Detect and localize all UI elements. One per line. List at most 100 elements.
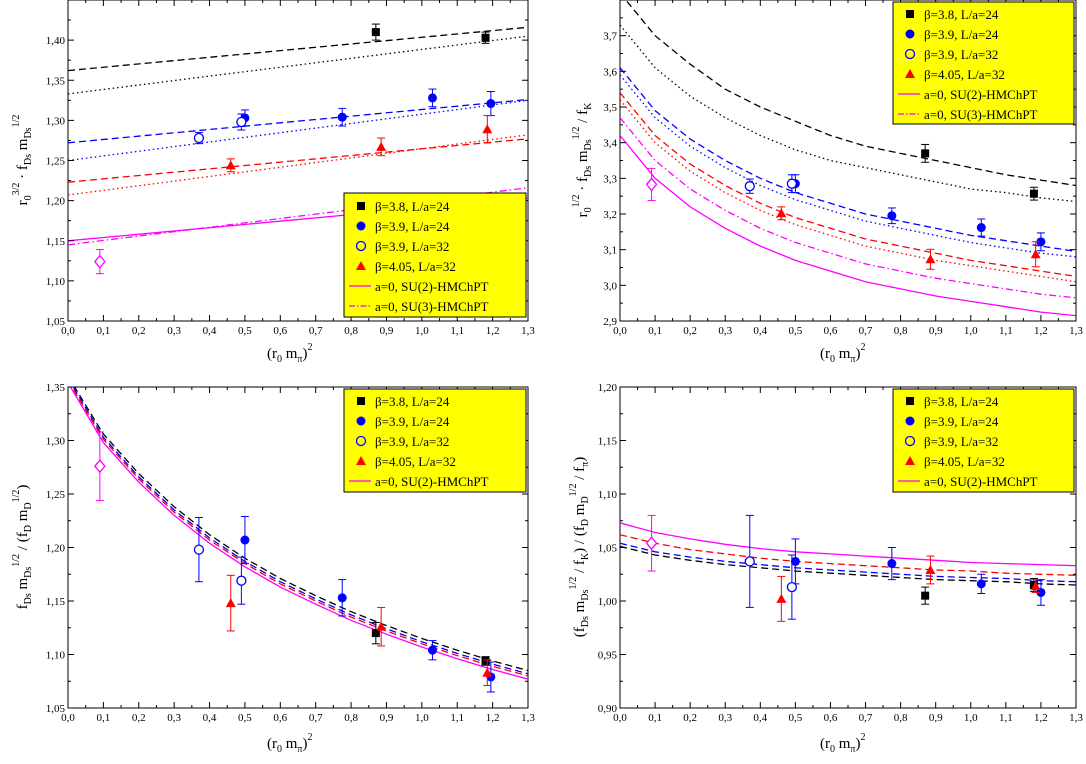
y-tick-label: 1,10 [598,489,618,501]
fit-curve-dotted [620,99,1076,283]
data-point-open-circle [786,581,798,593]
data-point-triangle [925,564,936,574]
legend-entry: β=4.05, L/a=32 [924,67,1005,82]
panel-3: 0,0 0,1 0,2 0,3 0,4 0,5 0,6 0,7 0,8 0,9 1,0 1,1 1,2 1… [11,382,535,755]
x-tick-label: 0,4 [203,712,217,724]
legend-marker-square [357,397,365,405]
x-tick-label: 0,3 [718,325,732,337]
y-axis-label: r01/2 · fDs mDs1/2 / fK [571,102,594,217]
y-tick-label: 3,7 [603,31,617,43]
svg-text:(r0 mπ)2: (r0 mπ)2 [820,732,865,755]
data-point-diamond [645,177,658,192]
data-point-open-circle [193,132,205,144]
fit-curve-dashed [620,534,1076,576]
x-tick-label: 0,1 [97,325,111,337]
x-tick-label: 0,3 [167,325,181,337]
legend-entry: β=3.9, L/a=24 [375,219,450,234]
legend-marker-square [906,397,914,405]
fit-curve-dotted [68,134,528,196]
fit-curve-dashed [68,98,528,144]
y-tick-label: 1,35 [46,75,66,87]
y-tick-label: 1,30 [46,115,66,127]
x-tick-label: 0,2 [132,712,146,724]
y-axis-label: (fDs mDs1/2 / fK) / (fD mD1/2 / fπ) [568,457,591,637]
y-tick-label: 1,25 [46,489,66,501]
x-tick-label: 1,0 [415,712,429,724]
data-point-open-circle [744,181,755,192]
svg-text:(r0 mπ)2: (r0 mπ)2 [267,342,312,365]
data-point-circle [337,112,347,122]
legend-entry: a=0, SU(2)-HMChPT [375,474,489,489]
legend-marker-triangle [905,69,915,78]
data-point-triangle [482,124,493,134]
y-tick-label: 3,1 [603,245,617,257]
x-tick-label: 0,6 [824,712,838,724]
y-tick-label: 1,20 [46,196,66,208]
data-point-triangle [482,667,493,677]
y-tick-label: 1,20 [46,543,66,555]
fit-curve-dashdot [68,187,528,246]
legend-entry: β=3.9, L/a=32 [375,434,449,449]
y-tick-label: 1,05 [46,316,66,328]
svg-text:(r0 mπ)2: (r0 mπ)2 [820,342,865,365]
data-point-triangle [1030,581,1041,591]
legend-entry: β=4.05, L/a=32 [924,454,1005,469]
x-tick-label: 1,2 [486,325,500,337]
legend-marker-square [906,10,914,18]
x-tick-label: 0,7 [309,712,323,724]
x-tick-label: 0,2 [683,325,697,337]
legend-entry: β=3.8, L/a=24 [375,394,450,409]
x-tick-label: 1,3 [521,712,535,724]
fit-curve-solid [620,135,1076,317]
data-point-circle [240,535,250,545]
y-tick-label: 0,95 [598,650,618,662]
data-point-circle [887,211,897,221]
x-tick-label: 0,9 [380,712,394,724]
x-tick-label: 0,4 [753,712,767,724]
x-tick-label: 0,0 [61,325,75,337]
fit-curve-dotted [68,99,528,162]
legend-marker-triangle [356,261,366,270]
x-tick-label: 0,4 [753,325,767,337]
data-point-triangle [776,593,787,603]
data-point-triangle [376,141,387,151]
y-tick-label: 1,15 [598,436,618,448]
data-point-diamond [645,536,658,551]
x-tick-label: 0,6 [273,325,287,337]
svg-text:r03/2 · fDs mDs1/2: r03/2 · fDs mDs1/2 [11,115,34,206]
x-tick-label: 0,9 [380,325,394,337]
data-point-circle [486,99,496,109]
legend-marker-square [357,202,365,210]
data-point-square [921,591,930,600]
legend-marker-open-circle [904,435,916,447]
legend-box [892,388,1075,493]
x-axis-label: (r0 mπ)2 [820,732,865,755]
data-point-circle [976,579,986,589]
legend-marker-circle [356,416,366,426]
x-tick-label: 0,8 [894,325,908,337]
x-tick-label: 1,1 [999,325,1013,337]
x-tick-label: 1,3 [1069,712,1083,724]
legend-entry: a=0, SU(3)-HMChPT [924,107,1038,122]
y-tick-label: 1,10 [46,650,66,662]
legend-box [343,388,527,493]
legend-entry: β=3.9, L/a=24 [924,27,999,42]
x-tick-label: 0,9 [929,325,943,337]
fit-curve-dashed [624,0,1076,187]
svg-text:(fDs mDs1/2 / fK) / (fD mD1/2: (fDs mDs1/2 / fK) / (fD mD1/2 / fπ) [568,457,591,637]
svg-text:(r0 mπ)2: (r0 mπ)2 [267,732,312,755]
x-tick-label: 0,0 [613,325,627,337]
x-tick-label: 0,7 [859,325,873,337]
x-tick-label: 0,5 [789,712,803,724]
y-tick-label: 1,25 [46,156,66,168]
legend-entry: a=0, SU(2)-HMChPT [375,279,489,294]
legend-entry: a=0, SU(2)-HMChPT [924,474,1038,489]
y-tick-label: 3,2 [603,209,617,221]
x-tick-label: 0,5 [238,325,252,337]
legend-entry: β=3.9, L/a=32 [375,239,449,254]
data-point-triangle [225,160,236,170]
x-tick-label: 1,0 [415,325,429,337]
data-point-triangle [925,254,936,264]
legend-entry: β=3.9, L/a=32 [924,47,998,62]
x-tick-label: 0,2 [132,325,146,337]
